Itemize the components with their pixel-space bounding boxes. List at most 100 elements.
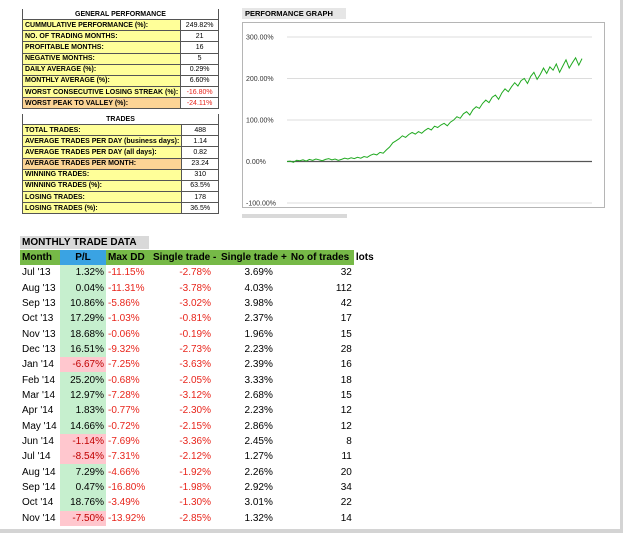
no-of-trades-cell[interactable]: 16 bbox=[340, 359, 352, 371]
single-trade-minus-cell[interactable]: -3.02% bbox=[179, 297, 211, 309]
max-dd-cell[interactable]: -3.49% bbox=[108, 497, 140, 509]
month-cell[interactable]: Apr '14 bbox=[22, 405, 54, 417]
single-trade-minus-cell[interactable]: -0.81% bbox=[179, 313, 211, 325]
header-pl[interactable]: P/L bbox=[60, 250, 106, 265]
single-trade-minus-cell[interactable]: -2.78% bbox=[179, 267, 211, 279]
lots-cell[interactable] bbox=[354, 495, 386, 510]
single-trade-minus-cell[interactable]: -2.05% bbox=[179, 374, 211, 386]
trades-stat-label[interactable]: WINNING TRADES (%): bbox=[21, 179, 183, 192]
max-dd-cell[interactable]: -9.32% bbox=[108, 343, 140, 355]
single-trade-plus-cell[interactable]: 2.68% bbox=[244, 389, 273, 401]
trades-stat-value[interactable]: 1.14 bbox=[181, 135, 219, 148]
trades-stat-value[interactable]: 36.5% bbox=[181, 202, 219, 215]
single-trade-minus-cell[interactable]: -2.15% bbox=[179, 420, 211, 432]
trades-stat-value[interactable]: 178 bbox=[181, 190, 219, 204]
month-cell[interactable]: Feb '14 bbox=[22, 374, 56, 386]
max-dd-cell[interactable]: -11.15% bbox=[108, 267, 145, 279]
pl-cell[interactable]: 12.97% bbox=[60, 387, 106, 404]
pl-cell[interactable]: 25.20% bbox=[60, 372, 106, 388]
trades-stat-label[interactable]: LOSING TRADES: bbox=[21, 190, 183, 204]
single-trade-minus-cell[interactable]: -1.98% bbox=[179, 481, 211, 493]
no-of-trades-cell[interactable]: 8 bbox=[346, 435, 352, 447]
pl-cell[interactable]: 18.68% bbox=[60, 326, 106, 342]
no-of-trades-cell[interactable]: 12 bbox=[340, 405, 352, 417]
header-lots[interactable]: lots bbox=[353, 250, 386, 265]
trades-stat-value[interactable]: 0.82 bbox=[181, 146, 219, 159]
lots-cell[interactable] bbox=[354, 449, 386, 464]
max-dd-cell[interactable]: -7.25% bbox=[108, 359, 140, 371]
single-trade-minus-cell[interactable]: -3.12% bbox=[179, 389, 211, 401]
month-cell[interactable]: Sep '13 bbox=[22, 297, 56, 309]
pl-cell[interactable]: 0.04% bbox=[60, 280, 106, 296]
single-trade-plus-cell[interactable]: 3.98% bbox=[244, 297, 273, 309]
pl-cell[interactable]: 10.86% bbox=[60, 295, 106, 312]
pl-cell[interactable]: 0.47% bbox=[60, 479, 106, 496]
lots-cell[interactable] bbox=[354, 372, 386, 387]
trades-stat-label[interactable]: LOSING TRADES (%): bbox=[21, 202, 183, 215]
max-dd-cell[interactable]: -7.28% bbox=[108, 389, 140, 401]
max-dd-cell[interactable]: -7.31% bbox=[108, 451, 140, 463]
pl-cell[interactable]: 16.51% bbox=[60, 341, 106, 358]
trades-stat-label[interactable]: AVERAGE TRADES PER DAY (business days): bbox=[21, 135, 183, 148]
month-cell[interactable]: Jul '13 bbox=[22, 267, 51, 279]
trades-stat-value[interactable]: 23.24 bbox=[181, 157, 219, 170]
max-dd-cell[interactable]: -0.77% bbox=[108, 405, 140, 417]
max-dd-cell[interactable]: -0.68% bbox=[108, 374, 140, 386]
single-trade-minus-cell[interactable]: -0.19% bbox=[179, 328, 211, 340]
month-cell[interactable]: Aug '13 bbox=[22, 282, 56, 294]
lots-cell[interactable] bbox=[354, 434, 386, 449]
month-cell[interactable]: Jan '14 bbox=[22, 359, 54, 371]
no-of-trades-cell[interactable]: 20 bbox=[340, 466, 352, 478]
max-dd-cell[interactable]: -16.80% bbox=[108, 481, 146, 493]
header-single-trade-minus[interactable]: Single trade - bbox=[151, 250, 219, 265]
no-of-trades-cell[interactable]: 12 bbox=[340, 420, 352, 432]
month-cell[interactable]: Aug '14 bbox=[22, 466, 56, 478]
max-dd-cell[interactable]: -7.69% bbox=[108, 435, 140, 447]
month-cell[interactable]: Dec '13 bbox=[22, 343, 56, 355]
lots-cell[interactable] bbox=[354, 342, 386, 357]
general-stat-value[interactable]: 5 bbox=[180, 52, 219, 65]
lots-cell[interactable] bbox=[354, 418, 386, 433]
trades-stat-label[interactable]: WINNING TRADES: bbox=[21, 168, 183, 181]
month-cell[interactable]: Jul '14 bbox=[22, 451, 51, 463]
general-stat-value[interactable]: 16 bbox=[180, 41, 219, 54]
trades-stat-value[interactable]: 310 bbox=[181, 168, 219, 181]
lots-cell[interactable] bbox=[354, 326, 386, 341]
general-stat-label[interactable]: DAILY AVERAGE (%): bbox=[21, 63, 182, 76]
header-single-trade-plus[interactable]: Single trade + bbox=[219, 250, 289, 265]
performance-graph[interactable]: -100.00% 0.00% 100.00% 200.00% 300.00% bbox=[242, 22, 605, 208]
month-cell[interactable]: Jun '14 bbox=[22, 435, 54, 447]
lots-cell[interactable] bbox=[354, 464, 386, 479]
general-stat-value[interactable]: -24.11% bbox=[180, 97, 219, 110]
lots-cell[interactable] bbox=[354, 480, 386, 495]
general-stat-value[interactable]: -16.80% bbox=[180, 85, 219, 99]
single-trade-plus-cell[interactable]: 2.86% bbox=[244, 420, 273, 432]
trades-stat-label[interactable]: AVERAGE TRADES PER MONTH: bbox=[21, 157, 183, 170]
general-stat-label[interactable]: WORST PEAK TO VALLEY (%): bbox=[21, 97, 182, 110]
month-cell[interactable]: Nov '14 bbox=[22, 512, 56, 524]
no-of-trades-cell[interactable]: 28 bbox=[340, 343, 352, 355]
no-of-trades-cell[interactable]: 42 bbox=[340, 297, 352, 309]
no-of-trades-cell[interactable]: 15 bbox=[340, 389, 352, 401]
no-of-trades-cell[interactable]: 34 bbox=[340, 481, 352, 493]
single-trade-minus-cell[interactable]: -1.30% bbox=[179, 497, 211, 509]
pl-cell[interactable]: -1.14% bbox=[60, 433, 106, 450]
no-of-trades-cell[interactable]: 15 bbox=[340, 328, 352, 340]
general-stat-value[interactable]: 21 bbox=[180, 30, 219, 43]
general-stat-value[interactable]: 249.82% bbox=[180, 19, 219, 32]
month-cell[interactable]: Oct '14 bbox=[22, 497, 54, 509]
max-dd-cell[interactable]: -13.92% bbox=[108, 512, 146, 524]
single-trade-plus-cell[interactable]: 1.96% bbox=[244, 328, 273, 340]
pl-cell[interactable]: 1.32% bbox=[60, 265, 106, 281]
graph-scrollbar[interactable] bbox=[242, 214, 347, 218]
month-cell[interactable]: Oct '13 bbox=[22, 313, 54, 325]
max-dd-cell[interactable]: -4.66% bbox=[108, 466, 140, 478]
trades-stat-value[interactable]: 63.5% bbox=[181, 179, 219, 192]
single-trade-minus-cell[interactable]: -2.73% bbox=[179, 343, 211, 355]
max-dd-cell[interactable]: -11.31% bbox=[108, 282, 145, 294]
max-dd-cell[interactable]: -1.03% bbox=[108, 313, 140, 325]
pl-cell[interactable]: -6.67% bbox=[60, 357, 106, 373]
single-trade-minus-cell[interactable]: -1.92% bbox=[179, 466, 211, 478]
single-trade-plus-cell[interactable]: 2.26% bbox=[244, 466, 273, 478]
no-of-trades-cell[interactable]: 18 bbox=[340, 374, 352, 386]
